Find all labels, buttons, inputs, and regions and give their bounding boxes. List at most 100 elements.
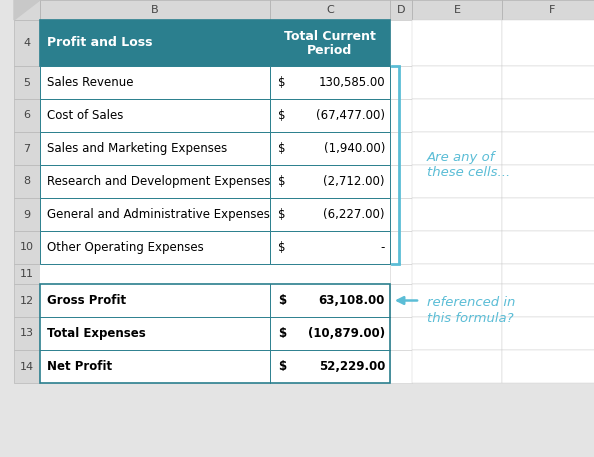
Text: $: $	[278, 175, 286, 188]
Bar	[270, 231, 390, 264]
Bar	[412, 66, 502, 99]
Text: $: $	[278, 109, 286, 122]
Bar	[412, 284, 502, 317]
Text: Period: Period	[307, 44, 353, 58]
Bar	[40, 231, 270, 264]
Bar	[14, 20, 40, 66]
Bar	[40, 165, 270, 198]
Text: E: E	[453, 5, 460, 15]
Text: Total Expenses: Total Expenses	[47, 327, 146, 340]
Bar	[412, 99, 502, 132]
Text: (1,940.00): (1,940.00)	[324, 142, 385, 155]
Text: $: $	[278, 241, 286, 254]
Text: 13: 13	[20, 329, 34, 339]
Bar	[412, 165, 502, 198]
Bar	[412, 231, 502, 264]
Text: 130,585.00: 130,585.00	[318, 76, 385, 89]
Bar	[270, 66, 390, 99]
Text: 14: 14	[20, 361, 34, 372]
Bar	[390, 231, 412, 264]
Text: D: D	[397, 5, 405, 15]
Bar	[502, 198, 594, 231]
Bar	[270, 99, 390, 132]
Bar	[40, 20, 390, 383]
Text: (2,712.00): (2,712.00)	[324, 175, 385, 188]
Bar	[502, 165, 594, 198]
Bar	[412, 0, 502, 20]
Bar	[412, 198, 502, 231]
Bar	[40, 264, 390, 284]
Bar	[502, 132, 594, 165]
Bar	[390, 264, 412, 284]
Bar	[412, 132, 502, 165]
Bar	[14, 350, 40, 383]
Bar	[412, 317, 502, 350]
Text: $: $	[278, 294, 286, 307]
Text: 5: 5	[24, 78, 30, 87]
Bar	[502, 231, 594, 264]
Text: (10,879.00): (10,879.00)	[308, 327, 385, 340]
Text: 8: 8	[23, 176, 30, 186]
Bar	[390, 317, 412, 350]
Text: referenced in
this formula?: referenced in this formula?	[427, 297, 516, 324]
Bar	[40, 66, 270, 99]
Bar	[502, 264, 594, 284]
Text: Sales Revenue: Sales Revenue	[47, 76, 134, 89]
Bar	[502, 66, 594, 99]
Bar	[412, 264, 502, 284]
Bar	[502, 350, 594, 383]
Bar	[390, 0, 412, 20]
Bar	[270, 0, 390, 20]
Bar	[14, 165, 40, 198]
Bar	[502, 317, 594, 350]
Bar	[40, 132, 270, 165]
Bar	[270, 165, 390, 198]
Bar	[14, 264, 40, 284]
Text: $: $	[278, 208, 286, 221]
Bar	[40, 198, 270, 231]
Text: $: $	[278, 360, 286, 373]
Text: Net Profit: Net Profit	[47, 360, 112, 373]
Bar	[502, 20, 594, 66]
Bar	[502, 99, 594, 132]
Bar	[40, 99, 270, 132]
Text: (67,477.00): (67,477.00)	[316, 109, 385, 122]
Bar	[390, 284, 412, 317]
Text: 7: 7	[23, 143, 30, 154]
Text: 6: 6	[24, 111, 30, 121]
Polygon shape	[14, 0, 40, 20]
Text: Research and Development Expenses: Research and Development Expenses	[47, 175, 270, 188]
Text: Other Operating Expenses: Other Operating Expenses	[47, 241, 204, 254]
Bar	[14, 317, 40, 350]
Bar	[14, 231, 40, 264]
Text: Are any of
these cells...: Are any of these cells...	[427, 151, 510, 179]
Bar	[390, 99, 412, 132]
Bar	[390, 66, 412, 99]
Bar	[40, 20, 390, 66]
Bar	[390, 165, 412, 198]
Text: 52,229.00: 52,229.00	[318, 360, 385, 373]
Text: 9: 9	[23, 209, 30, 219]
Bar	[14, 0, 40, 20]
Bar	[270, 198, 390, 231]
Text: $: $	[278, 327, 286, 340]
Text: General and Administrative Expenses: General and Administrative Expenses	[47, 208, 270, 221]
Bar	[412, 20, 502, 66]
Bar	[40, 284, 390, 383]
Text: -: -	[381, 241, 385, 254]
Bar	[412, 350, 502, 383]
Bar	[14, 198, 40, 231]
Text: F: F	[549, 5, 555, 15]
Text: 12: 12	[20, 296, 34, 305]
Text: $: $	[278, 76, 286, 89]
Text: Total Current: Total Current	[284, 30, 376, 43]
Text: 63,108.00: 63,108.00	[318, 294, 385, 307]
Text: Sales and Marketing Expenses: Sales and Marketing Expenses	[47, 142, 228, 155]
Text: C: C	[326, 5, 334, 15]
Bar	[390, 20, 412, 66]
Bar	[14, 66, 40, 99]
Bar	[502, 284, 594, 317]
Text: 4: 4	[23, 38, 30, 48]
Bar	[14, 99, 40, 132]
Text: $: $	[278, 142, 286, 155]
